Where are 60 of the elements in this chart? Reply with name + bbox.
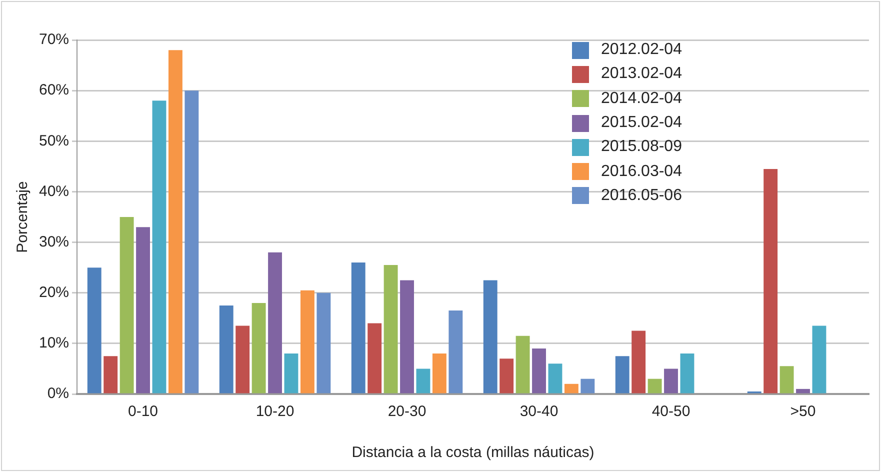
bar (236, 326, 250, 394)
bar (432, 354, 446, 394)
bar (812, 326, 826, 394)
bar (284, 354, 298, 394)
x-tick-label: 0-10 (128, 403, 158, 420)
bar (316, 292, 331, 394)
bar (548, 364, 562, 394)
legend-label: 2014.02-04 (601, 90, 682, 108)
bar (152, 100, 166, 394)
bar (448, 310, 463, 394)
y-tick-label: 40% (38, 182, 70, 200)
bar (580, 378, 595, 394)
x-tick-label: 10-20 (256, 403, 294, 420)
legend-label: 2016.03-04 (601, 162, 682, 181)
bar (87, 268, 102, 394)
y-tick-label: 10% (38, 334, 70, 352)
bar (564, 384, 578, 394)
legend-label: 2016.05-06 (601, 186, 682, 205)
bar (615, 356, 630, 394)
bar (104, 356, 118, 394)
legend-label: 2012.02-04 (601, 41, 682, 60)
bar (516, 336, 530, 394)
bar (384, 265, 398, 394)
legend-label: 2013.02-04 (601, 65, 682, 84)
bar (664, 368, 678, 394)
bar (416, 368, 430, 394)
y-tick-label: 0% (47, 385, 70, 402)
bar (268, 252, 282, 394)
bar (780, 366, 794, 394)
y-tick-label: 50% (38, 132, 70, 150)
bar (120, 217, 134, 394)
bar (483, 280, 498, 394)
bar (300, 290, 314, 394)
bar (219, 306, 234, 394)
y-axis-title: Porcentaje (14, 181, 32, 253)
x-tick-label: >50 (790, 403, 816, 420)
bar (680, 354, 694, 394)
bar (184, 90, 199, 394)
y-tick-label: 70% (38, 31, 70, 48)
bar (400, 280, 414, 394)
bar (532, 348, 546, 394)
y-tick-label: 60% (38, 82, 70, 99)
x-tick-label: 30-40 (520, 403, 558, 420)
bar (632, 330, 646, 394)
y-tick-label: 30% (38, 233, 70, 250)
x-tick-label: 20-30 (388, 403, 426, 420)
bar (764, 168, 778, 394)
bar (368, 323, 382, 394)
bar (500, 358, 514, 394)
bar (168, 50, 182, 394)
x-tick-label: 40-50 (652, 403, 690, 420)
bar (252, 302, 266, 394)
y-tick-label: 20% (38, 284, 70, 301)
bar (136, 227, 150, 394)
x-axis-title: Distancia a la costa (millas náuticas) (352, 444, 594, 462)
bar (796, 388, 810, 394)
legend-label: 2015.08-09 (601, 138, 682, 156)
bar (648, 378, 662, 394)
bar (351, 262, 366, 394)
legend-label: 2015.02-04 (601, 114, 682, 132)
